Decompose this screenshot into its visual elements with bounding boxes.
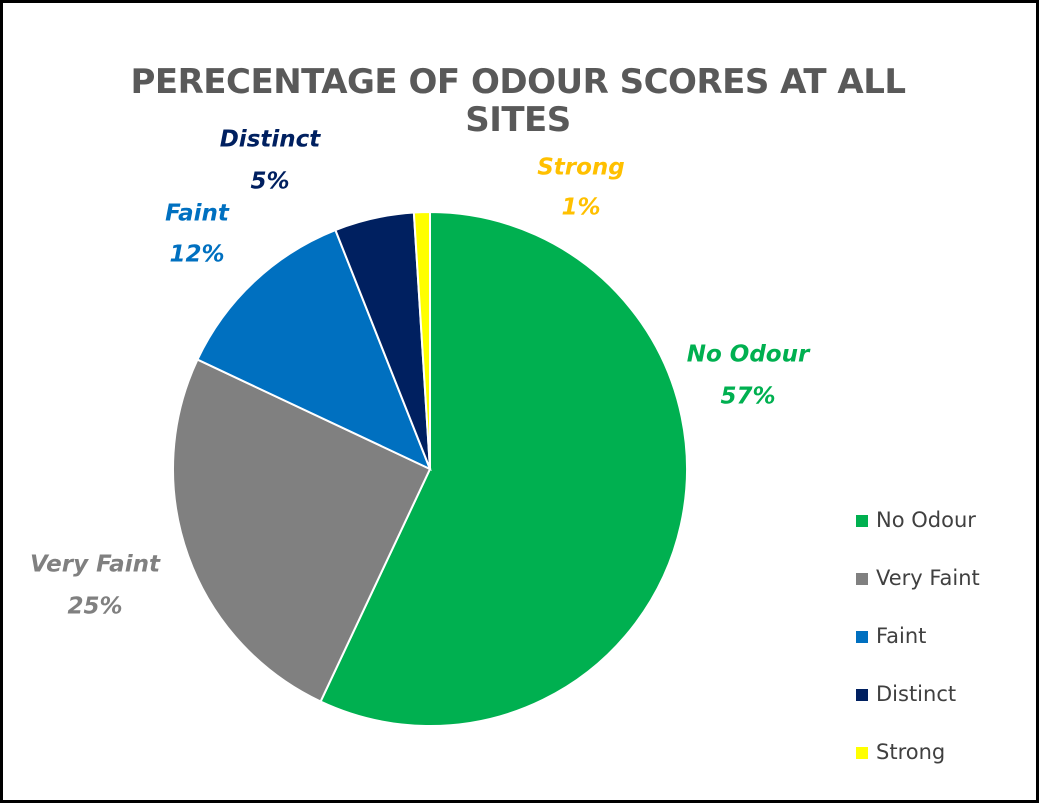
pie-slice (196, 228, 432, 471)
chart-title: PERECENTAGE OF ODOUR SCORES AT ALL SITES (130, 62, 906, 140)
legend-swatch (856, 573, 868, 585)
data-label-name: No Odour (687, 342, 811, 368)
legend-swatch (856, 515, 868, 527)
data-label-name: Distinct (220, 127, 322, 153)
legend-label: Strong (876, 740, 945, 764)
data-label-value: 57% (720, 384, 775, 410)
data-label-value: 12% (169, 242, 224, 268)
legend-label: Distinct (876, 682, 956, 706)
data-label-name: Faint (165, 201, 230, 227)
data-label-name: Very Faint (30, 552, 161, 578)
data-label-value: 25% (67, 594, 122, 620)
legend-swatch (856, 631, 868, 643)
pie-slice (412, 210, 431, 470)
data-label-value: 1% (561, 195, 600, 221)
legend-label: No Odour (876, 508, 976, 532)
pie-slice (319, 210, 688, 727)
legend-label: Very Faint (876, 566, 980, 590)
plot: No Odour 57% Very Faint 25% Faint 12% Distinct… (30, 127, 980, 765)
legend-swatch (856, 747, 868, 759)
legend-label: Faint (876, 624, 926, 648)
data-label-name: Strong (537, 155, 625, 181)
legend-swatch (856, 689, 868, 701)
data-label-value: 5% (250, 169, 289, 195)
pie-slice (172, 358, 432, 703)
